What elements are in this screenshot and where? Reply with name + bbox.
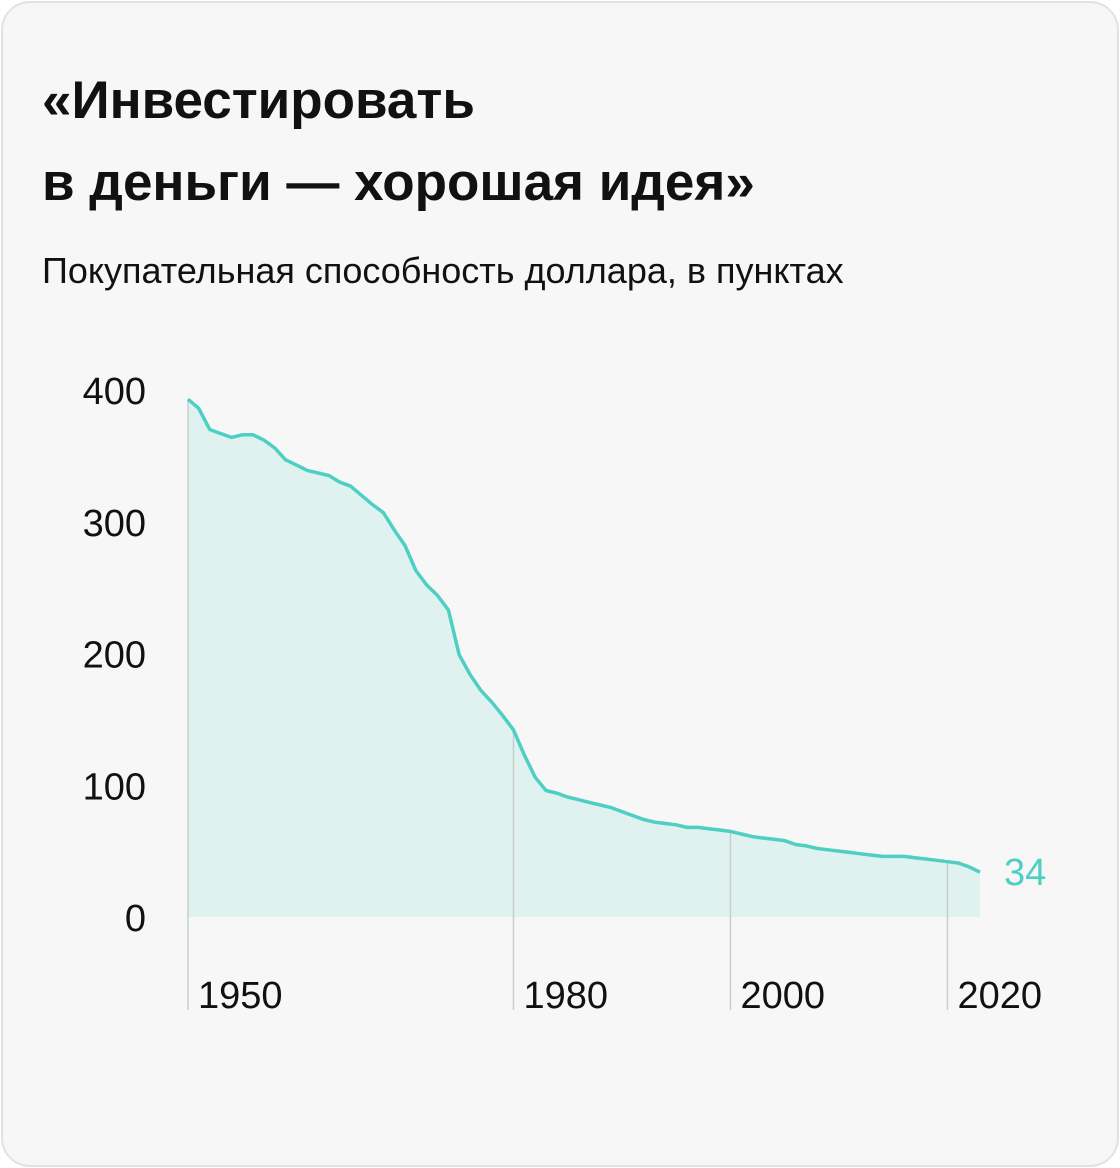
y-tick-label: 100 (83, 766, 146, 808)
y-tick-label: 300 (83, 503, 146, 545)
line (186, 397, 981, 874)
y-tick-label: 0 (125, 898, 146, 940)
x-tick-label: 2020 (957, 975, 1042, 1017)
y-tick-label: 400 (83, 371, 146, 413)
x-tick-label: 2000 (740, 975, 825, 1017)
title-line: «Инвестировать (42, 71, 475, 130)
end-value-label: 34 (1004, 852, 1046, 894)
y-tick-label: 200 (83, 635, 146, 677)
area (188, 399, 980, 917)
x-tick-label: 1980 (523, 975, 608, 1017)
subtitle: Покупательная способность доллара, в пун… (42, 250, 844, 291)
title-line: в деньги — хорошая идея» (42, 153, 755, 212)
x-tick-label: 1950 (198, 975, 283, 1017)
